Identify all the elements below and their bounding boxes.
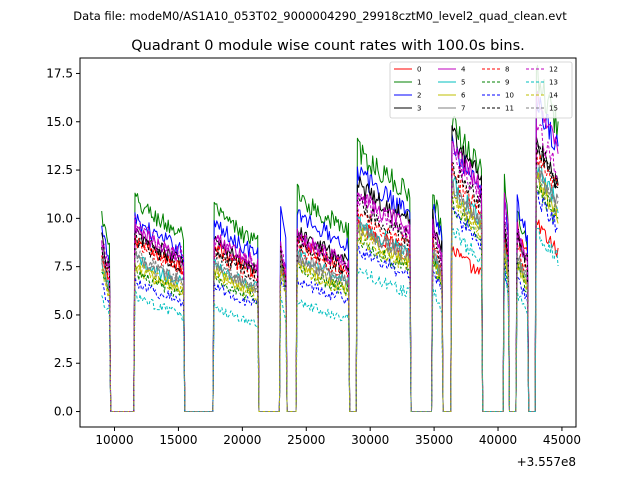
legend-label-15: 15: [549, 105, 558, 113]
legend-label-14: 14: [549, 92, 558, 100]
y-tick-label: 2.5: [54, 356, 73, 370]
x-offset-label: +3.557e8: [517, 455, 576, 469]
plot-frame: [79, 57, 577, 428]
legend-label-1: 1: [417, 79, 421, 87]
x-tick-label: 20000: [223, 433, 261, 447]
legend-label-6: 6: [461, 92, 466, 100]
legend-label-0: 0: [417, 66, 421, 74]
series-line-10: [101, 190, 559, 412]
x-tick-label: 45000: [543, 433, 581, 447]
series-line-12: [101, 124, 559, 412]
x-tick-label: 10000: [95, 433, 133, 447]
y-tick-label: 5.0: [54, 308, 73, 322]
legend-frame: [389, 61, 573, 119]
x-tick-label: 30000: [351, 433, 389, 447]
plot-area: [80, 58, 576, 427]
y-tick-label: 12.5: [46, 163, 73, 177]
figure-suptitle: Data file: modeM0/AS1A10_053T02_90000042…: [73, 9, 567, 23]
series-layer: [101, 64, 559, 412]
x-tick-label: 40000: [479, 433, 517, 447]
x-tick-label: 15000: [159, 433, 197, 447]
legend-label-7: 7: [461, 105, 465, 113]
chart-title: Quadrant 0 module wise count rates with …: [131, 38, 525, 54]
legend-label-3: 3: [417, 105, 421, 113]
legend-label-12: 12: [549, 66, 558, 74]
y-tick-label: 15.0: [46, 115, 73, 129]
legend-label-13: 13: [549, 79, 558, 87]
legend-label-5: 5: [461, 79, 465, 87]
series-line-11: [101, 139, 559, 412]
x-tick-label: 35000: [415, 433, 453, 447]
y-axis: 0.0 2.5 5.0 7.5 10.0 12.5 15.0 17.5: [46, 66, 80, 419]
y-tick-label: 0.0: [54, 405, 73, 419]
x-tick-label: 25000: [287, 433, 325, 447]
y-tick-label: 7.5: [54, 260, 73, 274]
legend-label-10: 10: [505, 92, 514, 100]
legend-label-9: 9: [505, 79, 509, 87]
legend-label-8: 8: [505, 66, 509, 74]
y-tick-label: 10.0: [46, 211, 73, 225]
legend-label-4: 4: [461, 66, 466, 74]
x-axis: 10000 15000 20000 25000 30000 35000 40000 45000: [95, 427, 581, 447]
legend-label-2: 2: [417, 92, 421, 100]
series-line-15: [101, 168, 559, 412]
series-line-13: [101, 227, 559, 412]
legend-label-11: 11: [505, 105, 514, 113]
y-tick-label: 17.5: [46, 66, 73, 80]
